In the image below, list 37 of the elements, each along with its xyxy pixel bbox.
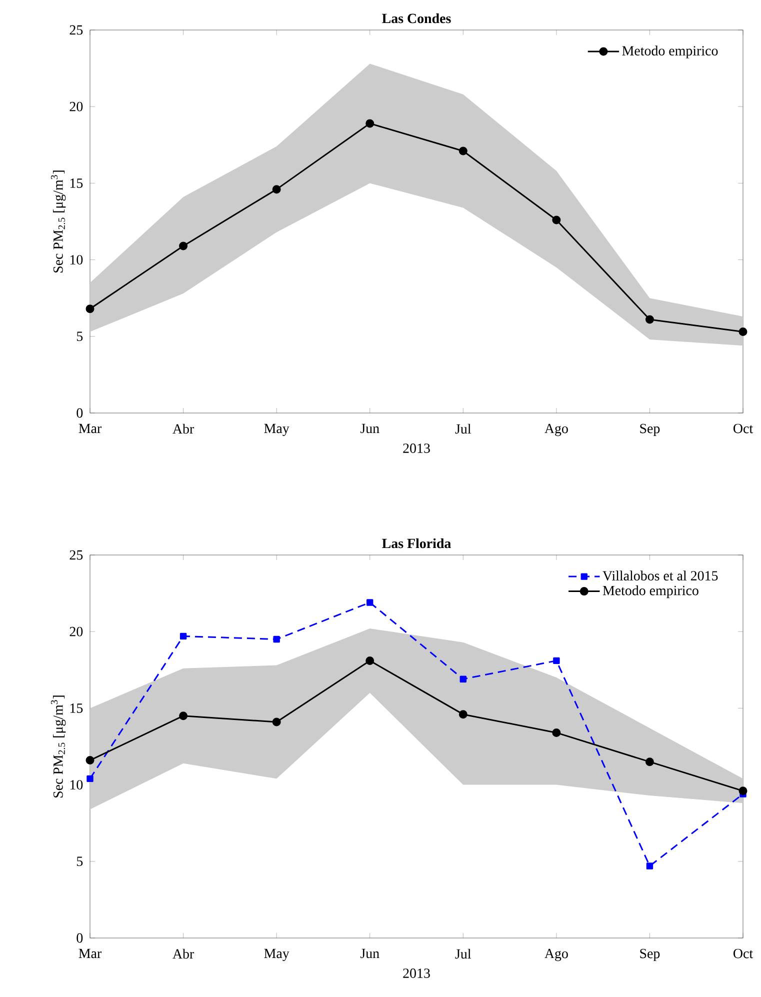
x-tick-label: Ago [544, 948, 568, 962]
x-tick-label: Abr [172, 948, 194, 959]
x-tick-label: Abr [172, 424, 194, 434]
x-tick-label: May [264, 948, 290, 961]
y-tick-label: 5 [76, 856, 83, 866]
x-axis-title: 2013 [403, 444, 430, 453]
y-tick-label: 15 [70, 704, 83, 713]
x-tick-label: Jun [360, 424, 380, 434]
x-tick-label: May [264, 424, 290, 436]
y-axis-title: Sec PM$_{2.5}$ [μg/m$^{3}$] [51, 696, 66, 798]
y-tick-label: 20 [70, 626, 83, 636]
y-tick-label: 10 [70, 780, 83, 790]
legend-label: Metodo empirico [622, 46, 718, 58]
chart-title: Las Florida [382, 538, 451, 548]
x-tick-label: Jun [360, 948, 380, 958]
y-tick-label: 20 [70, 102, 83, 112]
legend-label: Metodo empirico [602, 585, 698, 598]
y-tick-label: 0 [76, 933, 83, 943]
legend-label: Villalobos et al 2015 [602, 570, 718, 581]
x-tick-label: Ago [544, 424, 568, 436]
y-tick-label: 15 [70, 178, 83, 188]
y-tick-label: 25 [70, 550, 83, 560]
x-tick-label: Sep [640, 424, 660, 436]
x-tick-label: Oct [734, 948, 753, 958]
x-tick-label: Jul [455, 948, 471, 959]
chart-title: Las Condes [382, 13, 451, 24]
x-tick-label: Mar [78, 424, 102, 434]
y-tick-label: 25 [70, 25, 83, 35]
y-axis-title: Sec PM$_{2.5}$ [μg/m$^{3}$] [51, 170, 66, 272]
x-tick-label: Jul [455, 424, 471, 434]
y-tick-label: 10 [70, 255, 83, 265]
y-tick-label: 0 [76, 408, 83, 418]
x-axis-title: 2013 [403, 968, 430, 978]
x-tick-label: Mar [78, 948, 102, 958]
x-tick-label: Sep [640, 948, 660, 962]
x-tick-label: Oct [734, 424, 753, 434]
y-tick-label: 5 [76, 332, 83, 342]
